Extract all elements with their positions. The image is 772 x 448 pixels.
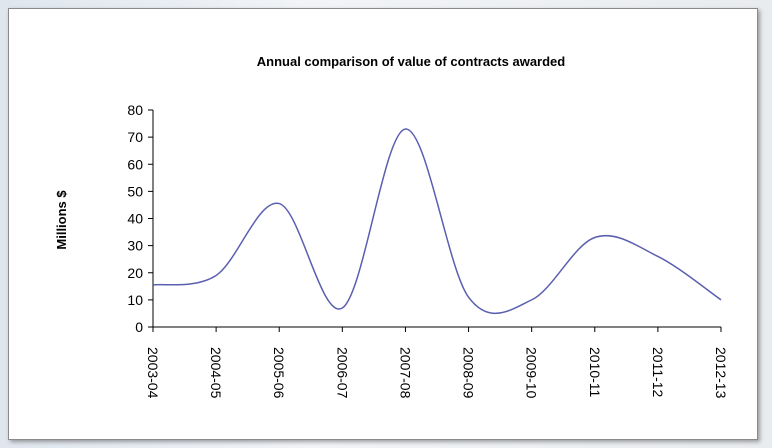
y-tick-label: 10 [127,292,143,308]
x-tick-label: 2010-11 [587,347,603,398]
x-tick-label: 2007-08 [397,347,413,399]
y-tick-label: 70 [127,129,143,145]
x-tick-label: 2004-05 [208,347,224,399]
y-tick-label: 20 [127,265,143,281]
y-tick-label: 60 [127,156,143,172]
y-tick-label: 80 [127,102,143,118]
x-tick-label: 2011-12 [650,347,666,398]
x-tick-label: 2005-06 [271,347,287,399]
y-tick-label: 0 [135,319,143,335]
y-tick-label: 30 [127,238,143,254]
x-tick-label: 2003-04 [145,347,161,399]
chart-title: Annual comparison of value of contracts … [257,54,566,69]
line [152,128,722,315]
y-tick-label: 50 [127,183,143,199]
y-tick-label: 40 [127,211,143,227]
x-tick-label: 2008-09 [461,347,477,399]
x-tick-label: 2009-10 [524,347,540,399]
chart-frame [8,8,758,440]
x-tick-label: 2006-07 [334,347,350,399]
y-axis-label: Millions $ [54,190,69,250]
x-tick-label: 2012-13 [713,347,729,399]
